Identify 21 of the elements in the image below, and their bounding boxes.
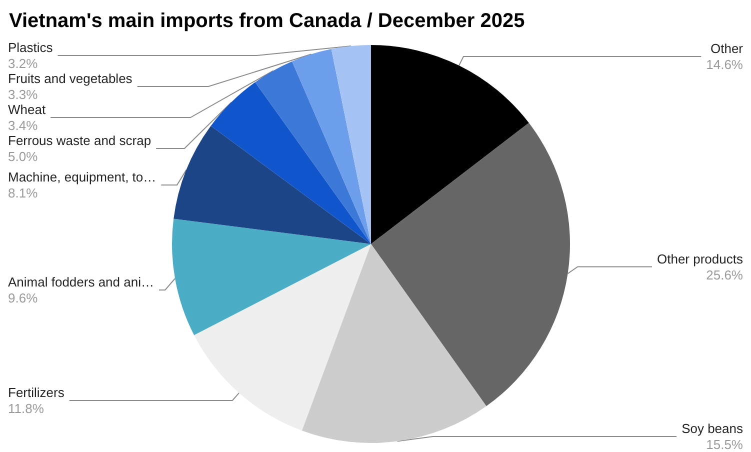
data-label: 11.8% <box>8 400 44 416</box>
data-label: 25.6% <box>706 267 744 282</box>
data-label: 15.5% <box>706 437 744 452</box>
data-label: 3.2% <box>8 56 38 71</box>
data-label: 3.4% <box>8 118 38 133</box>
data-label: 3.3% <box>8 87 38 102</box>
slice-label: Other products <box>657 251 744 266</box>
slice-label: Plastics <box>8 40 54 55</box>
chart-title: Vietnam's main imports from Canada / December 2025 <box>9 10 525 32</box>
slice-label: Wheat <box>8 102 46 117</box>
slice-label: Soy beans <box>682 421 744 436</box>
slice-label: Machine, equipment, to… <box>8 169 156 184</box>
data-label: 9.6% <box>8 290 38 306</box>
data-label: 14.6% <box>706 57 744 72</box>
slice-label: Animal fodders and ani… <box>8 274 154 290</box>
slice-label: Ferrous waste and scrap <box>8 133 152 148</box>
slice-label: Other <box>710 41 744 56</box>
data-label: 5.0% <box>8 149 38 164</box>
slice-label: Fruits and vegetables <box>8 71 133 86</box>
slice-label: Fertilizers <box>8 384 65 400</box>
data-label: 8.1% <box>8 185 38 200</box>
